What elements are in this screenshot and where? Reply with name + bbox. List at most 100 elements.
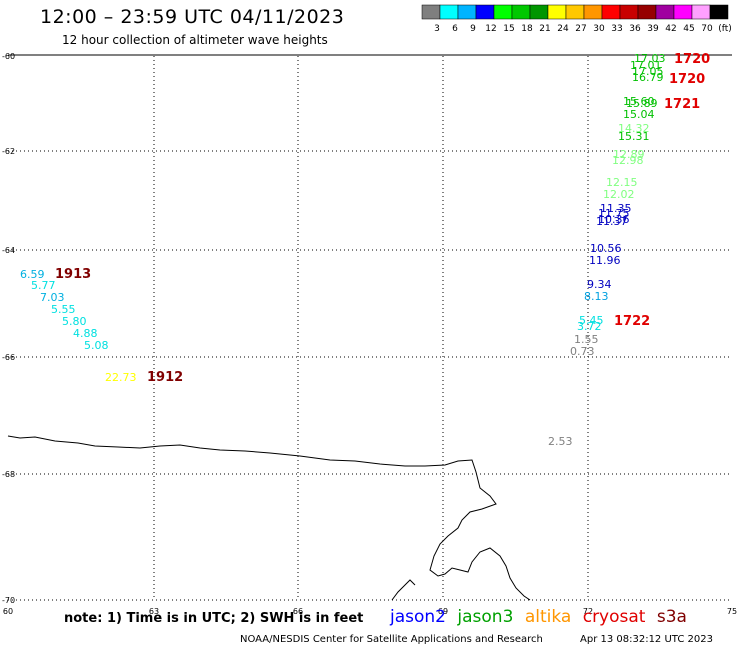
pass-label: 1720	[669, 72, 705, 87]
legend-altika: altika	[524, 607, 572, 627]
wave-height-value: 14.32	[618, 122, 650, 135]
coastline-segment	[391, 579, 416, 601]
colorbar-label: 36	[629, 24, 641, 34]
colorbar-label: 42	[665, 24, 676, 34]
colorbar-swatch	[493, 4, 513, 20]
wave-height-value: 10.36	[598, 213, 630, 226]
wave-height-value: 11.35	[600, 202, 632, 215]
y-tick-label: -68	[2, 470, 15, 479]
wave-height-value: 15.60	[623, 95, 655, 108]
legend-s3a: s3a	[656, 607, 687, 627]
wave-height-value: 12.89	[613, 148, 645, 161]
y-tick-label: -66	[2, 353, 15, 362]
colorbar-label: 24	[557, 24, 569, 34]
wave-height-value: 4.88	[73, 327, 98, 340]
wave-height-value: 0.73	[570, 345, 595, 358]
colorbar-swatch	[583, 4, 603, 20]
colorbar-label: 6	[452, 24, 458, 34]
y-tick-label: -62	[2, 147, 15, 156]
wave-height-value: 15.31	[618, 130, 650, 143]
pass-label: 1912	[147, 370, 183, 385]
colorbar-swatch	[475, 4, 495, 20]
legend-cryosat: cryosat	[582, 607, 646, 627]
wave-height-value: 17.05	[632, 65, 664, 78]
colorbar-swatch	[529, 4, 549, 20]
x-tick-label: 75	[727, 607, 737, 616]
colorbar-swatch	[511, 4, 531, 20]
colorbar-swatch	[439, 4, 459, 20]
wave-height-value: 12.98	[612, 154, 644, 167]
wave-height-value: 3.72	[577, 320, 602, 333]
wave-height-value: 5.08	[84, 339, 109, 352]
wave-height-value: 12.15	[606, 176, 638, 189]
colorbar-label: 15	[503, 24, 514, 34]
generation-timestamp: Apr 13 08:32:12 UTC 2023	[580, 634, 713, 645]
map-gridlines	[8, 56, 732, 601]
y-tick-label: -64	[2, 246, 15, 255]
wave-height-value: 2.53	[548, 435, 573, 448]
colorbar-swatch	[565, 4, 585, 20]
x-tick-label: 72	[583, 607, 593, 616]
colorbar-swatch	[673, 4, 693, 20]
wave-height-value: 7.03	[40, 291, 65, 304]
pass-labels: 1720 1720 1721 1722 1913 1912	[55, 52, 710, 385]
wave-height-value: 5.80	[62, 315, 87, 328]
wave-height-value: 5.77	[31, 279, 56, 292]
wave-height-value: 22.73	[105, 371, 137, 384]
wave-height-value: 9.34	[587, 278, 612, 291]
credit-text: NOAA/NESDIS Center for Satellite Applica…	[240, 634, 543, 645]
legend-jason2: jason2	[390, 607, 446, 627]
axis-tick-labels: 60 63 66 69 72 75 -60 -62 -64 -66 -68 -70	[2, 52, 737, 616]
colorbar: 3 6 9 12 15 18 21 24 27 30 33 36 39 42 45 70 (ft)	[421, 4, 732, 34]
coastline	[7, 435, 531, 601]
x-tick-label: 69	[438, 607, 448, 616]
x-tick-label: 60	[3, 607, 13, 616]
colorbar-label: (ft)	[718, 24, 732, 34]
colorbar-swatch	[457, 4, 477, 20]
colorbar-label: 12	[485, 24, 496, 34]
wave-height-value: 11.37	[596, 215, 628, 228]
colorbar-label: 30	[593, 24, 605, 34]
colorbar-swatch	[421, 4, 441, 20]
colorbar-swatch	[655, 4, 675, 20]
colorbar-label: 9	[470, 24, 476, 34]
wave-height-value: 6.59	[20, 268, 45, 281]
colorbar-swatch	[691, 4, 711, 20]
colorbar-label: 70	[701, 24, 713, 34]
legend-jason3: jason3	[457, 607, 514, 627]
colorbar-label: 33	[611, 24, 622, 34]
page-title: 12:00 – 23:59 UTC 04/11/2023	[40, 6, 345, 28]
wave-height-value: 11.75	[598, 207, 630, 220]
wave-height-value: 5.45	[579, 314, 604, 327]
x-tick-label: 63	[149, 607, 159, 616]
colorbar-label: 39	[647, 24, 659, 34]
pass-label: 1722	[614, 314, 650, 329]
wave-height-value: 17.03	[634, 52, 666, 65]
wave-height-value: 16.79	[632, 71, 664, 84]
wave-height-value: 17.01	[630, 59, 662, 72]
wave-height-value: 15.04	[623, 108, 655, 121]
y-tick-label: -60	[2, 52, 15, 61]
colorbar-swatch	[637, 4, 657, 20]
note-text: note: 1) Time is in UTC; 2) SWH is in fe…	[64, 611, 364, 626]
colorbar-label: 27	[575, 24, 586, 34]
wave-height-value: 8.13	[584, 290, 609, 303]
pass-label: 1721	[664, 97, 700, 112]
colorbar-swatch	[619, 4, 639, 20]
colorbar-label: 3	[434, 24, 440, 34]
colorbar-label: 45	[683, 24, 694, 34]
wave-height-value: 1.55	[574, 333, 599, 346]
page-subtitle: 12 hour collection of altimeter wave hei…	[62, 33, 328, 47]
pass-label: 1913	[55, 267, 91, 282]
colorbar-swatch	[547, 4, 567, 20]
wave-height-value: 15.89	[626, 97, 658, 110]
y-tick-label: -70	[2, 596, 15, 605]
wave-height-value: 11.96	[589, 254, 621, 267]
colorbar-label: 18	[521, 24, 533, 34]
colorbar-swatch	[709, 4, 729, 20]
colorbar-label: 21	[539, 24, 550, 34]
wave-height-value: 10.56	[590, 242, 622, 255]
x-tick-label: 66	[293, 607, 303, 616]
